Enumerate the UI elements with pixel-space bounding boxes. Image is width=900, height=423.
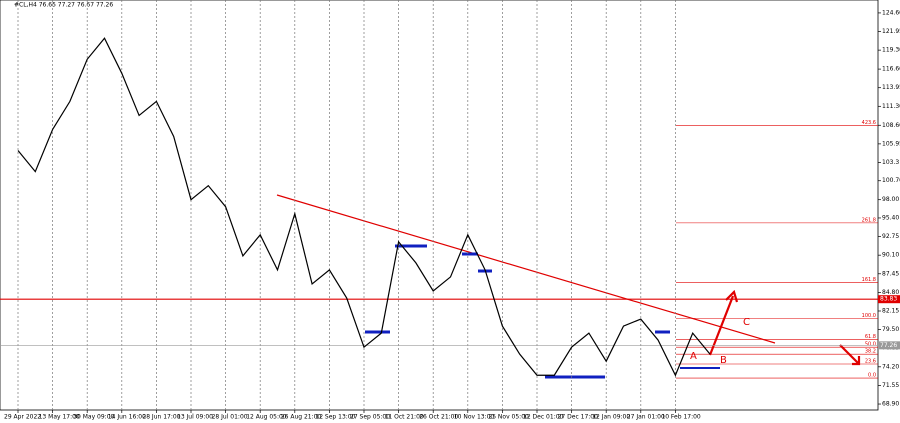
fib-label: 261.8 — [862, 217, 876, 223]
price-tag — [878, 295, 900, 304]
x-tick-label: 12 Dec 01:00 — [523, 414, 564, 421]
fib-label: 61.8 — [865, 334, 876, 340]
x-tick-label: 12 Sep 13:00 — [315, 414, 355, 421]
x-tick-label: 12 Aug 05:00 — [246, 414, 287, 421]
y-tick-label: 82.15 — [882, 307, 899, 314]
x-tick-label: 25 Nov 05:00 — [488, 414, 529, 421]
y-tick-label: 124.60 — [882, 9, 900, 16]
x-tick-label: 11 Oct 21:00 — [385, 414, 424, 421]
x-tick-label: 13 Jul 09:00 — [177, 414, 213, 421]
x-tick-label: 28 Jun 17:00 — [142, 414, 180, 421]
y-tick-label: 121.95 — [882, 28, 900, 35]
y-tick-label: 74.20 — [882, 363, 899, 370]
x-tick-label: 26 Oct 21:00 — [419, 414, 458, 421]
y-tick-label: 103.3 — [882, 159, 899, 166]
fib-label: 23.6 — [865, 359, 876, 365]
x-tick-label: 14 Jun 16:00 — [108, 414, 146, 421]
y-tick-label: 100.70 — [882, 177, 900, 184]
x-tick-label: 13 May 17:00 — [39, 414, 80, 421]
fib-label: 100.0 — [862, 313, 876, 319]
fib-label: 0.0 — [868, 373, 876, 379]
y-tick-label: 68.90 — [882, 401, 899, 408]
fib-label: 423.6 — [862, 120, 876, 126]
y-tick-label: 119.30 — [882, 47, 900, 54]
x-tick-label: 27 Dec 17:00 — [558, 414, 599, 421]
y-tick-label: 116.60 — [882, 66, 900, 73]
y-tick-label: 84.80 — [882, 289, 899, 296]
price-tag — [878, 341, 900, 350]
y-tick-label: 71.55 — [882, 382, 899, 389]
x-tick-label: 26 Aug 21:00 — [281, 414, 322, 421]
x-tick-label: 27 Sep 05:00 — [350, 414, 390, 421]
x-tick-label: 12 Jan 09:00 — [592, 414, 630, 421]
wave-label: A — [690, 351, 697, 362]
y-tick-label: 113.95 — [882, 84, 900, 91]
x-tick-label: 10 Feb 17:00 — [661, 414, 701, 421]
fib-label: 50.0 — [865, 342, 876, 348]
y-tick-label: 105.95 — [882, 140, 900, 147]
x-tick-label: 10 Nov 13:00 — [454, 414, 495, 421]
x-tick-label: 27 Jan 01:00 — [627, 414, 665, 421]
wave-label: B — [720, 355, 727, 366]
y-tick-label: 108.60 — [882, 122, 900, 129]
fib-label: 38.2 — [865, 349, 876, 355]
y-tick-label: 111.30 — [882, 103, 900, 110]
x-tick-label: 29 Apr 2022 — [4, 414, 41, 421]
price-tag-label: 77.26 — [880, 342, 897, 349]
fib-label: 161.8 — [862, 277, 876, 283]
price-series — [17, 37, 711, 377]
wave-label: C — [743, 317, 750, 328]
x-tick-label: 30 May 09:00 — [73, 414, 114, 421]
chart-title: #CL,H4 76.65 77.27 76.67 77.26 — [14, 2, 113, 9]
price-tag-label: 83.83 — [880, 296, 897, 303]
plot-frame — [0, 0, 879, 411]
x-tick-label: 28 Jul 01:00 — [212, 414, 248, 421]
y-tick-label: 90.10 — [882, 252, 899, 259]
y-tick-label: 92.75 — [882, 233, 899, 240]
y-tick-label: 87.45 — [882, 270, 899, 277]
y-tick-label: 95.40 — [882, 214, 899, 221]
y-tick-label: 79.50 — [882, 326, 899, 333]
y-tick-label: 98.00 — [882, 196, 899, 203]
